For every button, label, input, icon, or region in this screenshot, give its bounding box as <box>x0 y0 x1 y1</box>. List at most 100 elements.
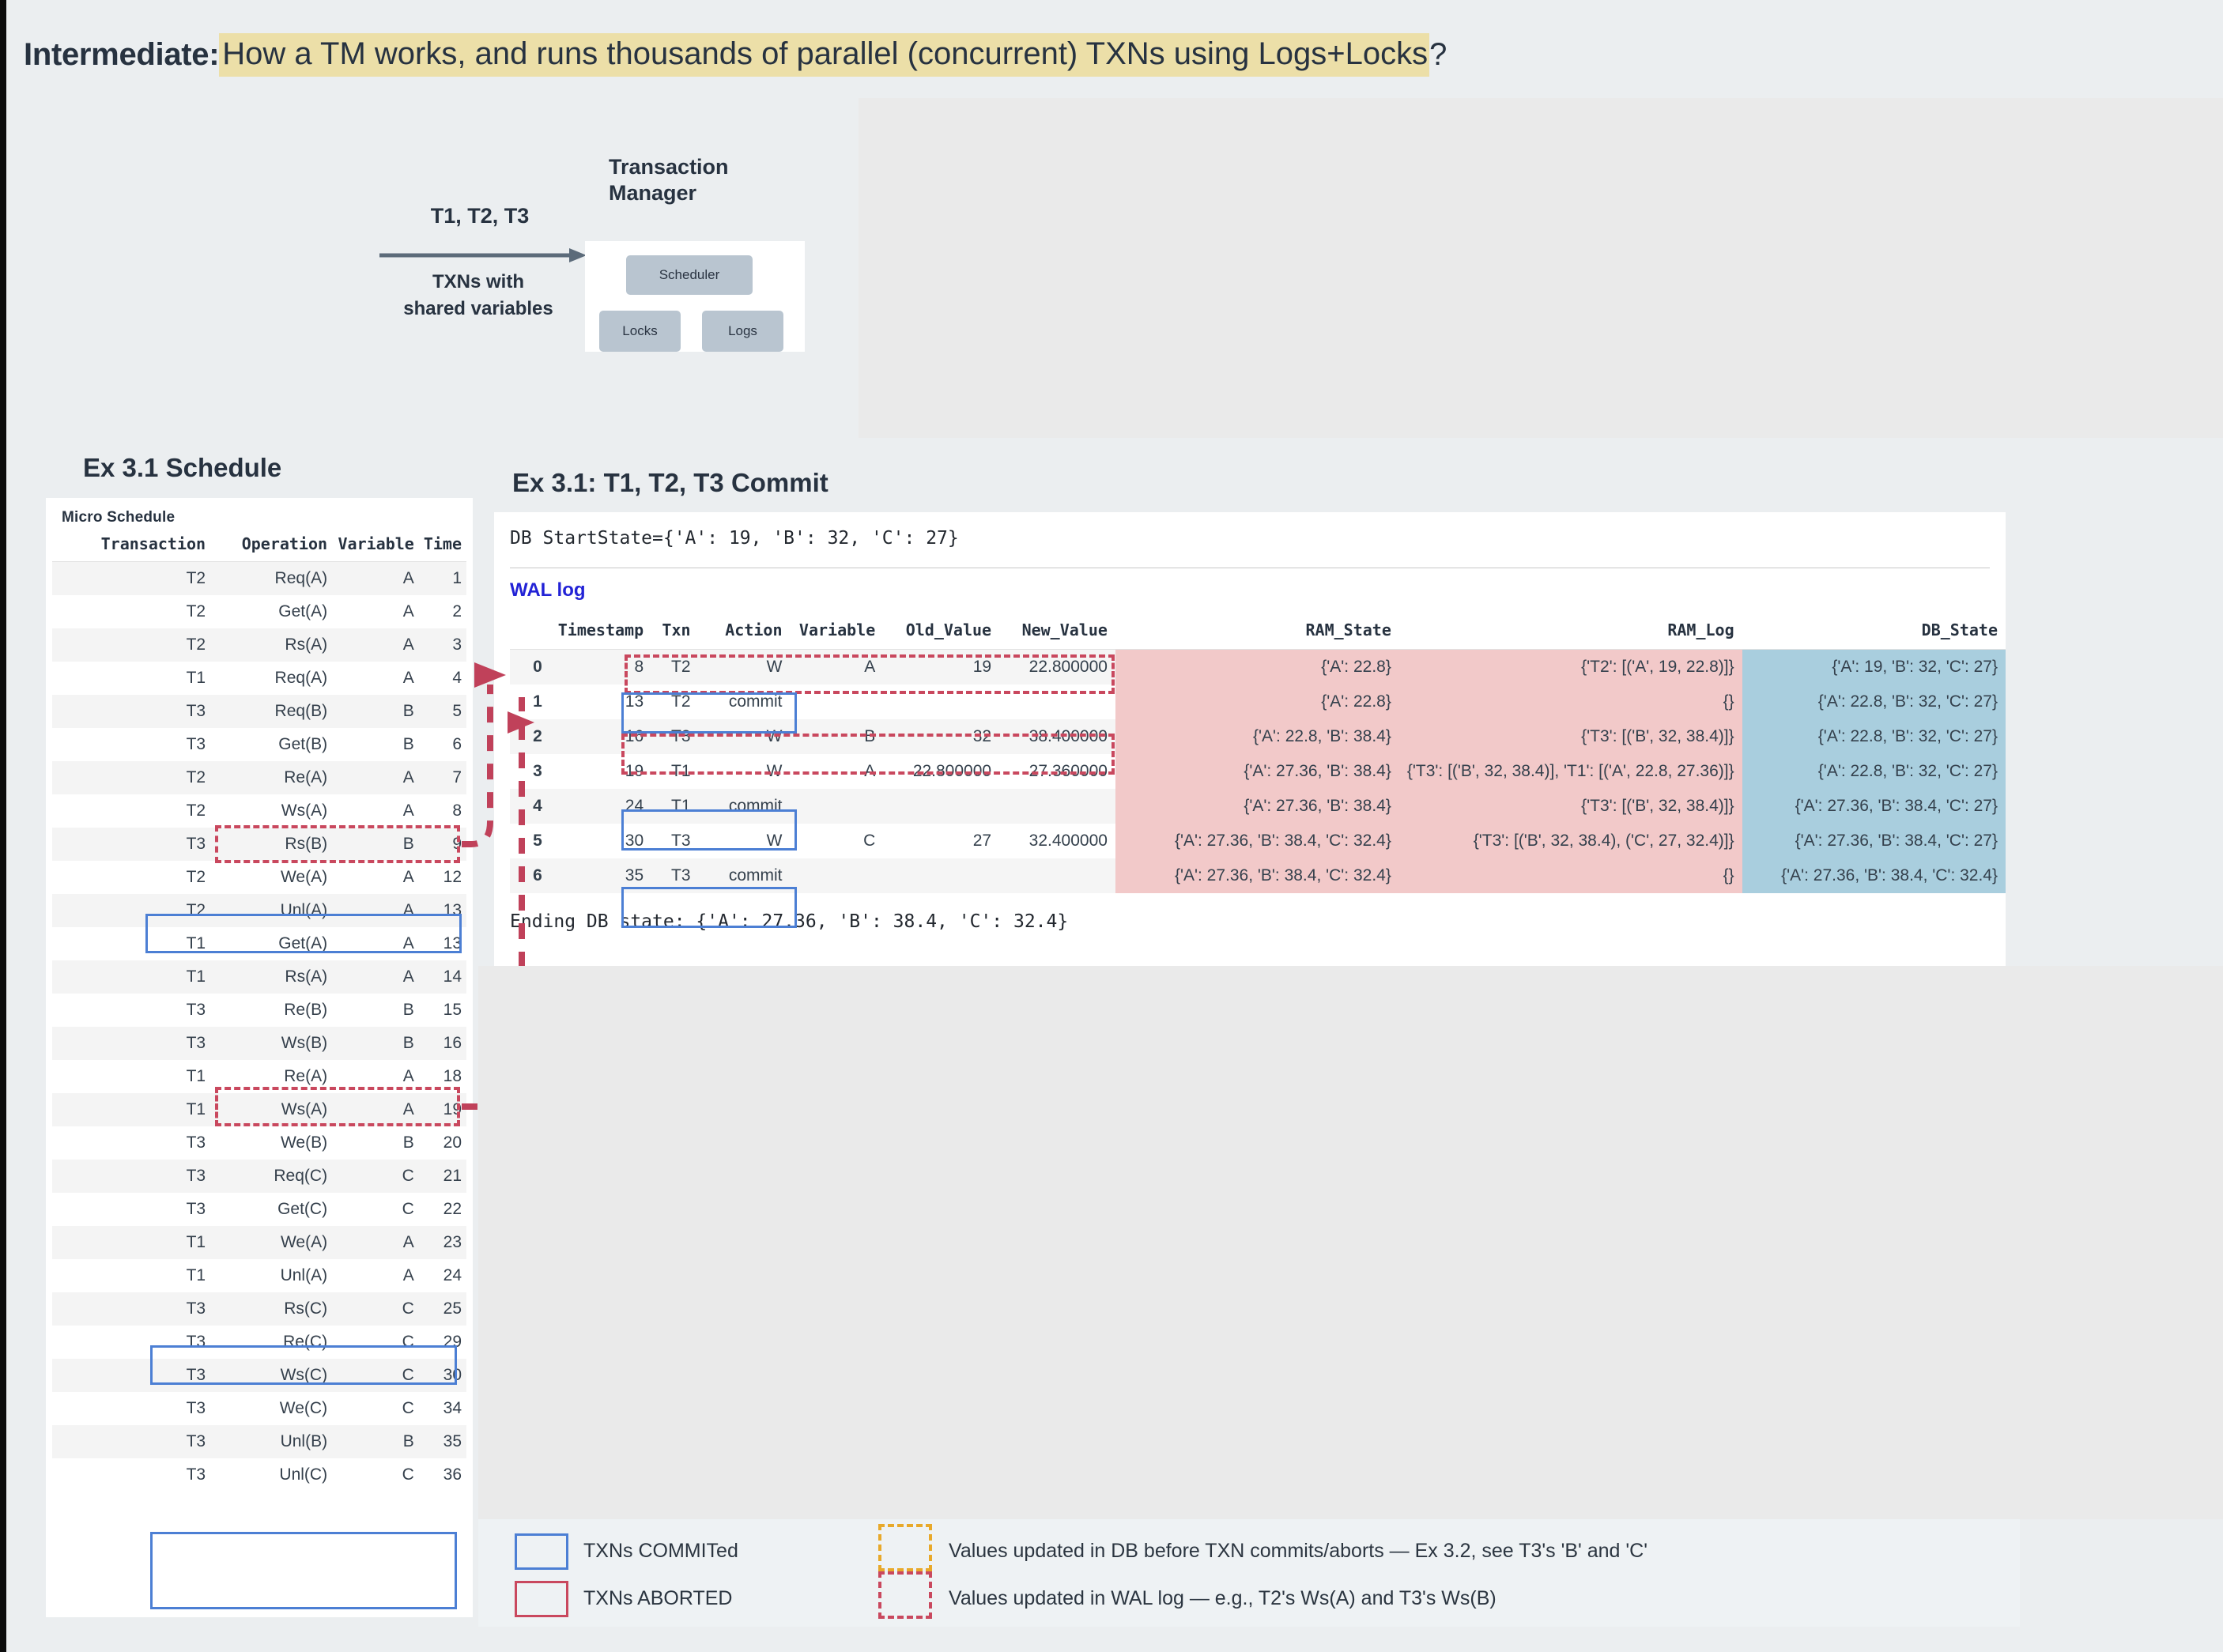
table-row: T3 Ws(B) B 16 <box>52 1027 466 1060</box>
wal-cell-ram-log: {'T2': [('A', 19, 22.8)]} <box>1398 649 1742 685</box>
sched-cell-operation: Re(A) <box>284 768 328 786</box>
sched-cell-transaction: T3 <box>186 1001 206 1019</box>
sched-cell-operation: We(A) <box>280 1233 328 1251</box>
sched-cell-time: 3 <box>452 636 462 654</box>
wal-table: Timestamp Txn Action Variable Old_Value … <box>510 617 2006 893</box>
sched-cell-time: 15 <box>443 1001 462 1019</box>
col-new-value: New_Value <box>1021 620 1108 639</box>
wal-cell-new-value: 27.360000 <box>1028 762 1108 780</box>
sched-cell-transaction: T2 <box>186 602 206 620</box>
sched-cell-transaction: T1 <box>186 934 206 952</box>
table-row: T3 Rs(B) B 9 <box>52 828 466 861</box>
sched-cell-time: 5 <box>452 702 462 720</box>
legend-label-db-before: Values updated in DB before TXN commits/… <box>949 1540 1648 1562</box>
sched-cell-transaction: T3 <box>186 1333 206 1351</box>
sched-cell-transaction: T1 <box>186 1100 206 1118</box>
sched-cell-variable: A <box>402 868 414 886</box>
sched-cell-transaction: T2 <box>186 801 206 820</box>
col-variable: Variable <box>798 620 876 639</box>
db-start-state: DB StartState={'A': 19, 'B': 32, 'C': 27… <box>510 528 959 549</box>
wal-cell-txn: T2 <box>651 649 699 685</box>
sched-cell-variable: A <box>332 561 419 595</box>
legend-swatch-db-before <box>878 1524 932 1571</box>
sched-cell-transaction: T1 <box>186 1266 206 1284</box>
sched-cell-transaction: T3 <box>186 1465 206 1484</box>
sched-cell-time: 9 <box>452 835 462 853</box>
sched-cell-time: 21 <box>443 1167 462 1185</box>
sched-cell-operation: We(C) <box>279 1399 328 1417</box>
sched-cell-operation: Re(A) <box>284 1067 328 1085</box>
sched-cell-variable: A <box>402 636 414 654</box>
scheduler-chip[interactable]: Scheduler <box>626 255 753 295</box>
wal-cell-variable <box>791 858 884 893</box>
wal-cell-db-state: {'A': 27.36, 'B': 38.4, 'C': 32.4} <box>1742 858 2006 893</box>
sched-cell-variable: A <box>402 768 414 786</box>
wal-cell-new-value: 38.400000 <box>1028 727 1108 745</box>
col-timestamp: Timestamp <box>557 620 644 639</box>
table-row: T1 Get(A) A 13 <box>52 927 466 960</box>
table-row: 1 13 T2 commit {'A': 22.8}{} {'A': 22.8, 'B':… <box>510 685 2006 719</box>
table-row: T3 Get(C) C 22 <box>52 1193 466 1226</box>
sched-cell-variable: B <box>402 1034 414 1052</box>
col-db-state: DB_State <box>1921 620 1998 639</box>
sched-cell-variable: B <box>402 1432 414 1450</box>
sched-cell-variable: C <box>402 1167 414 1185</box>
sched-cell-operation: Req(C) <box>274 1167 328 1185</box>
wal-cell-txn: T2 <box>671 692 691 711</box>
table-row: T2 Ws(A) A 8 <box>52 794 466 828</box>
sched-cell-transaction: T3 <box>186 835 206 853</box>
logs-chip[interactable]: Logs <box>702 311 783 352</box>
sched-cell-transaction: T3 <box>186 1432 206 1450</box>
table-row: T1 Unl(A) A 24 <box>52 1259 466 1292</box>
table-row: T1 Ws(A) A 19 <box>52 1093 466 1126</box>
wal-cell-ram-log: {'T3': [('B', 32, 38.4)]} <box>1398 789 1742 824</box>
sched-cell-time: 36 <box>443 1465 462 1484</box>
wal-cell-action: W <box>766 832 783 850</box>
bottom-blank-panel <box>478 966 2223 1519</box>
table-row: T2 Get(A) A 2 <box>52 595 466 628</box>
sched-cell-operation: Unl(B) <box>280 1432 328 1450</box>
wal-cell-ram-state: {'A': 22.8, 'B': 38.4} <box>1115 719 1399 754</box>
wal-cell-db-state: {'A': 22.8, 'B': 32, 'C': 27} <box>1742 719 2006 754</box>
sched-cell-transaction: T3 <box>186 735 206 753</box>
sched-cell-operation: Ws(A) <box>281 1100 328 1118</box>
locks-chip[interactable]: Locks <box>599 311 681 352</box>
sched-cell-time: 13 <box>443 901 462 919</box>
wal-cell-action: W <box>766 727 783 745</box>
sched-cell-time: 35 <box>443 1432 462 1450</box>
wal-cell-action: commit <box>728 866 783 884</box>
wal-cell-index: 4 <box>533 797 542 815</box>
legend-swatch-committed <box>515 1533 568 1570</box>
table-row: T3 Rs(C) C 25 <box>52 1292 466 1326</box>
page-title-tail: ? <box>1429 36 1447 72</box>
wal-cell-db-state: {'A': 22.8, 'B': 32, 'C': 27} <box>1742 685 2006 719</box>
wal-cell-timestamp: 19 <box>625 762 644 780</box>
wal-cell-ram-state: {'A': 22.8} <box>1115 649 1399 685</box>
top-right-blank-panel <box>859 98 2223 438</box>
tm-sub-line1: TXNs with <box>432 271 524 292</box>
wal-cell-timestamp: 16 <box>625 727 644 745</box>
wal-cell-index: 1 <box>533 692 542 711</box>
col-old-value: Old_Value <box>905 620 992 639</box>
table-row: T2 Unl(A) A 13 <box>52 894 466 927</box>
col-transaction: Transaction <box>100 534 206 553</box>
sched-cell-time: 19 <box>443 1100 462 1118</box>
wal-cell-ram-state: {'A': 22.8} <box>1115 685 1399 719</box>
table-row: T2 We(A) A 12 <box>52 861 466 894</box>
arrow-icon <box>379 248 587 262</box>
wal-cell-variable <box>791 685 884 719</box>
sched-cell-variable: A <box>402 1067 414 1085</box>
wal-cell-variable: B <box>864 727 876 745</box>
col-ram-state: RAM_State <box>1305 620 1391 639</box>
wal-cell-ram-log: {'T3': [('B', 32, 38.4)], 'T1': [('A', 2… <box>1398 754 1742 789</box>
wal-cell-timestamp: 8 <box>549 649 652 685</box>
ending-db-state: Ending DB state: {'A': 27.36, 'B': 38.4,… <box>510 911 1069 932</box>
wal-cell-old-value: 32 <box>972 727 992 745</box>
col-txn: Txn <box>662 620 691 639</box>
wal-cell-ram-log: {'T3': [('B', 32, 38.4)]} <box>1398 719 1742 754</box>
table-row: 2 16 T3 W B 32 38.400000 {'A': 22.8, 'B': 38.4}… <box>510 719 2006 754</box>
tm-title-line2: Manager <box>609 180 697 205</box>
table-row: T1 We(A) A 23 <box>52 1226 466 1259</box>
sched-cell-transaction: T2 <box>186 901 206 919</box>
sched-cell-variable: B <box>402 735 414 753</box>
